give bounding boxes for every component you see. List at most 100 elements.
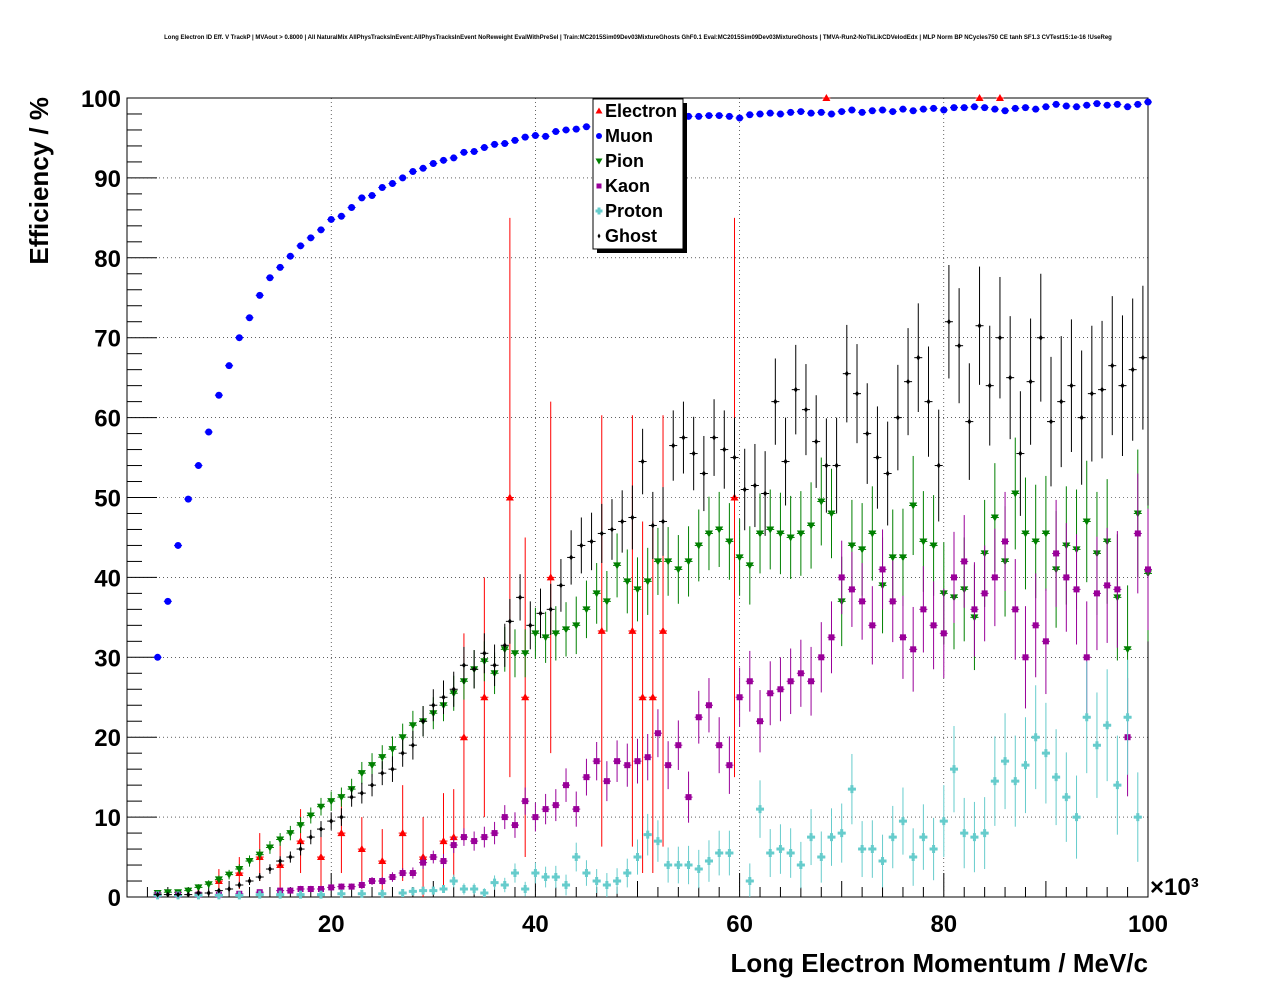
proton-point — [909, 853, 918, 862]
ghost-point — [518, 594, 523, 601]
pion-point — [214, 876, 223, 884]
ghost-point — [370, 782, 375, 789]
ghost-point — [176, 891, 181, 898]
ghost-point — [936, 462, 941, 469]
muon-point — [276, 263, 284, 271]
muon-point — [817, 108, 825, 116]
proton-point — [459, 885, 468, 894]
chart-title: Long Electron ID Eff. V TrackP | MVAout … — [164, 35, 1112, 41]
kaon-point — [573, 806, 580, 813]
pion-point — [990, 514, 999, 522]
ghost-point — [1130, 366, 1135, 373]
muon-point — [562, 126, 570, 134]
ghost-point — [1059, 398, 1064, 405]
kaon-point — [593, 758, 600, 765]
pion-point — [582, 606, 591, 614]
electron-point — [638, 693, 647, 701]
ghost-point — [1100, 386, 1105, 393]
ghost-point — [589, 538, 594, 545]
muon-point — [307, 234, 315, 242]
ghost-point — [701, 470, 706, 477]
ghost-point — [763, 490, 768, 497]
proton-point — [960, 829, 969, 838]
ghost-point — [712, 434, 717, 441]
ghost-point — [1038, 334, 1043, 341]
x-tick-label: 20 — [318, 911, 345, 938]
x-tick-label: 80 — [930, 911, 957, 938]
kaon-point — [409, 870, 416, 877]
proton-point — [1092, 741, 1101, 750]
kaon-point — [1083, 654, 1090, 661]
proton-point — [674, 861, 683, 870]
muon-point — [164, 597, 172, 605]
proton-point — [684, 861, 693, 870]
kaon-point — [1022, 654, 1029, 661]
proton-point — [490, 878, 499, 887]
kaon-point — [287, 887, 294, 894]
ghost-point — [451, 686, 456, 693]
legend-marker-ghost — [597, 233, 601, 239]
muon-point — [1093, 100, 1101, 108]
proton-point — [551, 873, 560, 882]
proton-point — [531, 869, 540, 878]
proton-point — [1052, 773, 1061, 782]
pion-point — [194, 884, 203, 892]
series-electron — [194, 94, 1004, 897]
pion-point — [725, 538, 734, 546]
proton-point — [480, 889, 489, 898]
kaon-point — [338, 883, 345, 890]
ghost-point — [227, 886, 232, 893]
pion-point — [245, 858, 254, 866]
muon-point — [572, 125, 580, 133]
pion-point — [184, 887, 193, 895]
proton-point — [745, 877, 754, 886]
pion-point — [592, 590, 601, 598]
muon-point — [1042, 103, 1050, 111]
muon-point — [868, 107, 876, 115]
muon-point — [797, 108, 805, 116]
pion-point — [786, 534, 795, 542]
pion-point — [306, 812, 315, 820]
pion-point — [551, 630, 560, 638]
proton-point — [276, 890, 285, 899]
kaon-point — [848, 586, 855, 593]
ghost-point — [1008, 374, 1013, 381]
y-tick-label: 80 — [94, 246, 121, 273]
ghost-point — [865, 430, 870, 437]
proton-point — [970, 833, 979, 842]
muon-point — [184, 495, 192, 503]
pion-point — [531, 630, 540, 638]
muon-point — [1083, 101, 1091, 109]
proton-point — [1123, 713, 1132, 722]
ghost-point — [1140, 354, 1145, 361]
axes-layer: 20 40 60 80 100 0 10 20 30 40 50 60 70 80 90 100 — [81, 86, 1168, 938]
muon-point — [256, 291, 264, 299]
muon-point — [970, 103, 978, 111]
proton-point — [419, 886, 428, 895]
ghost-point — [461, 662, 466, 669]
ghost-point — [165, 891, 170, 898]
ghost-point — [885, 470, 890, 477]
muon-point — [358, 194, 366, 202]
kaon-point — [1002, 538, 1009, 545]
kaon-point — [787, 678, 794, 685]
kaon-point — [379, 878, 386, 885]
ghost-point — [548, 606, 553, 613]
kaon-point — [808, 678, 815, 685]
muon-point — [991, 105, 999, 113]
ghost-point — [308, 834, 313, 841]
kaon-point — [471, 838, 478, 845]
legend-marker-proton — [595, 207, 603, 215]
pion-point — [704, 530, 713, 538]
ghost-point — [640, 458, 645, 465]
legend-label-kaon: Kaon — [605, 176, 650, 196]
pion-point — [316, 803, 325, 811]
proton-point — [521, 885, 530, 894]
proton-point — [919, 833, 928, 842]
ghost-point — [267, 866, 272, 873]
proton-point — [592, 877, 601, 886]
pion-point — [572, 622, 581, 630]
pion-point — [888, 554, 897, 562]
pion-point — [868, 530, 877, 538]
legend-label-pion: Pion — [605, 151, 644, 171]
